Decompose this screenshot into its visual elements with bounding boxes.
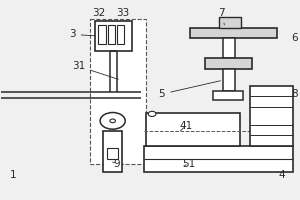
Bar [108, 25, 115, 44]
Text: 31: 31 [72, 61, 118, 79]
Text: 4: 4 [278, 170, 285, 180]
Text: 41: 41 [179, 121, 193, 131]
Bar [223, 38, 235, 58]
Text: 8: 8 [292, 89, 298, 99]
Text: 5: 5 [159, 81, 220, 99]
Bar [205, 58, 251, 69]
Bar [117, 25, 124, 44]
Bar [95, 21, 132, 51]
Text: 51: 51 [182, 159, 195, 169]
Bar [103, 131, 122, 172]
Text: 9: 9 [112, 159, 121, 169]
Bar [219, 17, 241, 28]
Text: 7: 7 [218, 8, 225, 25]
Circle shape [148, 111, 156, 116]
Circle shape [100, 113, 125, 129]
Bar [146, 113, 240, 146]
Text: 3: 3 [69, 29, 95, 39]
Text: 6: 6 [292, 33, 298, 43]
Text: 1: 1 [9, 170, 16, 180]
Bar [223, 69, 235, 91]
Bar [90, 19, 146, 164]
Bar [250, 86, 293, 146]
Bar [213, 91, 243, 100]
Bar [107, 148, 118, 159]
Circle shape [110, 119, 116, 123]
Bar [144, 146, 293, 172]
Text: 32: 32 [93, 8, 106, 21]
Text: 33: 33 [116, 8, 130, 21]
Bar [190, 28, 277, 38]
Bar [98, 25, 106, 44]
